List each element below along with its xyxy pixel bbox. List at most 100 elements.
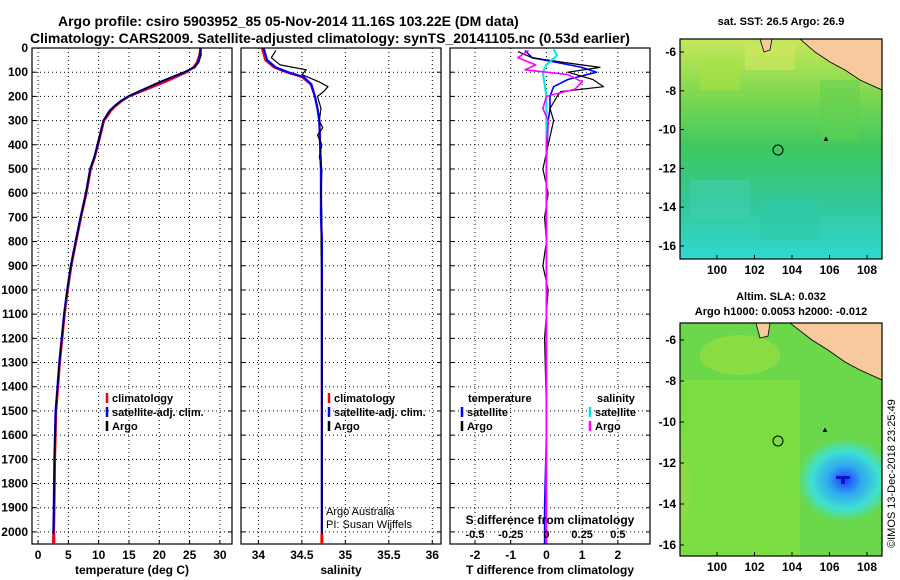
x-tick-label: 0 xyxy=(543,548,550,562)
diff-s-tick-label: 0.25 xyxy=(571,529,592,541)
x-tick-label: 5 xyxy=(65,548,72,562)
depth-tick-label: 700 xyxy=(8,210,28,224)
map-x-tick-label: 100 xyxy=(707,263,727,277)
x-tick-label: 34.5 xyxy=(290,548,314,562)
depth-tick-label: 800 xyxy=(8,235,28,249)
temp-legend-item: satellite-adj. clim. xyxy=(112,407,204,419)
x-tick-label: 34 xyxy=(252,548,266,562)
depth-tick-label: 1100 xyxy=(2,307,28,321)
map-x-tick-label: 100 xyxy=(707,560,727,574)
map-x-tick-label: 104 xyxy=(782,263,802,277)
map-x-tick-label: 108 xyxy=(857,263,877,277)
map-y-tick-label: -8 xyxy=(665,374,676,388)
diff-s-tick-label: 0.5 xyxy=(610,529,625,541)
temp-legend-item: Argo xyxy=(112,421,138,433)
sla-land xyxy=(789,323,882,381)
panel-frame xyxy=(240,47,442,545)
panel-background xyxy=(450,48,650,544)
x-axis-label: salinity xyxy=(320,563,362,577)
depth-tick-label: 1300 xyxy=(1,356,28,370)
map-y-tick-label: -10 xyxy=(659,123,677,137)
sal-annotation: Argo Australia xyxy=(326,506,395,518)
diff-legend-t-satellite: satellite xyxy=(467,407,508,419)
depth-tick-label: 900 xyxy=(8,259,28,273)
difference-panel: -2 -1 0 1 2T difference from climatology temp… xyxy=(449,47,651,577)
svg-text:▲: ▲ xyxy=(822,134,830,143)
sst-land xyxy=(799,39,882,91)
depth-tick-label: 1700 xyxy=(1,452,28,466)
sla-map: Altim. SLA: 0.032 Argo h1000: 0.0053 h20… xyxy=(659,291,883,574)
panel-background xyxy=(241,48,441,544)
map-y-tick-label: -8 xyxy=(665,84,676,98)
temperature-panel: 0 5 10 15 20 25 30 temperature (deg C) climatolo… xyxy=(31,47,233,577)
map-y-tick-label: -6 xyxy=(665,45,676,59)
diff-legend-title-salinity: salinity xyxy=(597,393,636,405)
diff-s-tick-label: -0.25 xyxy=(498,529,523,541)
diff-s-tick-label: -0.5 xyxy=(466,529,485,541)
sla-map-title: Altim. SLA: 0.032 xyxy=(736,291,826,303)
x-tick-label: 1 xyxy=(579,548,586,562)
depth-tick-label: 1600 xyxy=(1,428,28,442)
x-tick-label: -1 xyxy=(505,548,516,562)
depth-tick-label: 100 xyxy=(8,65,28,79)
title-line-2: Climatology: CARS2009. Satellite-adjuste… xyxy=(30,30,630,46)
diff-legend-s-argo: Argo xyxy=(595,421,621,433)
panel-background xyxy=(32,48,232,544)
panel-frame xyxy=(31,47,233,545)
depth-tick-label: 1800 xyxy=(1,477,28,491)
sal-legend-item: satellite-adj. clim. xyxy=(334,407,426,419)
series-argo xyxy=(270,50,329,544)
diff-legend-s-satellite: satellite xyxy=(595,407,636,419)
map-y-tick-label: -12 xyxy=(659,456,677,470)
diff-legend-title-temperature: temperature xyxy=(468,393,532,405)
sal-annotation: PI: Susan Wijffels xyxy=(326,519,412,531)
x-tick-label: 25 xyxy=(183,548,197,562)
sal-legend-item: Argo xyxy=(334,421,360,433)
sst-map: sat. SST: 26.5 Argo: 26.9 ▲ 100 102 104 106… xyxy=(659,16,883,277)
depth-tick-label: 500 xyxy=(8,162,28,176)
sal-legend-item: climatology xyxy=(334,393,396,405)
x-tick-label: 35 xyxy=(339,548,353,562)
x-tick-label: 10 xyxy=(92,548,106,562)
x-axis-label: T difference from climatology xyxy=(466,563,634,577)
map-x-tick-label: 104 xyxy=(782,560,802,574)
depth-tick-label: 200 xyxy=(8,89,28,103)
sst-map-axes: 100 102 104 106 108 -6 -8 -10 -12 -14 -16 xyxy=(659,45,878,277)
map-x-tick-label: 102 xyxy=(744,560,764,574)
credit: ©IMOS 13-Dec-2018 23:25:49 xyxy=(886,399,898,548)
temp-legend-item: climatology xyxy=(112,393,174,405)
x-tick-label: 35.5 xyxy=(377,548,401,562)
diff-legend-t-argo: Argo xyxy=(467,421,493,433)
map-y-tick-label: -12 xyxy=(659,161,677,175)
map-x-tick-label: 106 xyxy=(819,560,839,574)
map-y-tick-label: -14 xyxy=(659,497,677,511)
depth-tick-label: 2000 xyxy=(1,525,28,539)
map-y-tick-label: -14 xyxy=(659,200,677,214)
panel-frame xyxy=(449,47,651,545)
map-y-tick-label: -16 xyxy=(659,239,677,253)
map-x-tick-label: 102 xyxy=(744,263,764,277)
x-tick-label: 30 xyxy=(213,548,227,562)
diff-s-tick-label: 0 xyxy=(543,529,549,541)
depth-tick-label: 0 xyxy=(21,41,28,55)
map-y-tick-label: -10 xyxy=(659,415,677,429)
depth-tick-label: 300 xyxy=(8,114,28,128)
depth-axis: 0 100 200 300 400 500 600 700 800 900 1000 1100 1200… xyxy=(1,41,28,539)
x-axis-label: temperature (deg C) xyxy=(75,563,189,577)
map-y-tick-label: -6 xyxy=(665,333,676,347)
depth-tick-label: 1200 xyxy=(1,331,28,345)
map-y-tick-label: -16 xyxy=(659,538,677,552)
title-line-1: Argo profile: csiro 5903952_85 05-Nov-20… xyxy=(58,13,519,29)
depth-tick-label: 400 xyxy=(8,138,28,152)
x-tick-label: -2 xyxy=(470,548,481,562)
depth-tick-label: 1400 xyxy=(1,380,28,394)
depth-tick-label: 600 xyxy=(8,186,28,200)
diff-xlabel-salinity: S difference from climatology xyxy=(466,513,635,527)
sla-eddy xyxy=(797,438,882,522)
depth-tick-label: 1500 xyxy=(1,404,28,418)
sla-map-title-2: Argo h1000: 0.0053 h2000: -0.012 xyxy=(695,306,867,318)
sla-profile-location xyxy=(772,435,784,447)
sst-profile-location xyxy=(772,144,784,156)
map-x-tick-label: 108 xyxy=(857,560,877,574)
depth-tick-label: 1000 xyxy=(1,283,28,297)
